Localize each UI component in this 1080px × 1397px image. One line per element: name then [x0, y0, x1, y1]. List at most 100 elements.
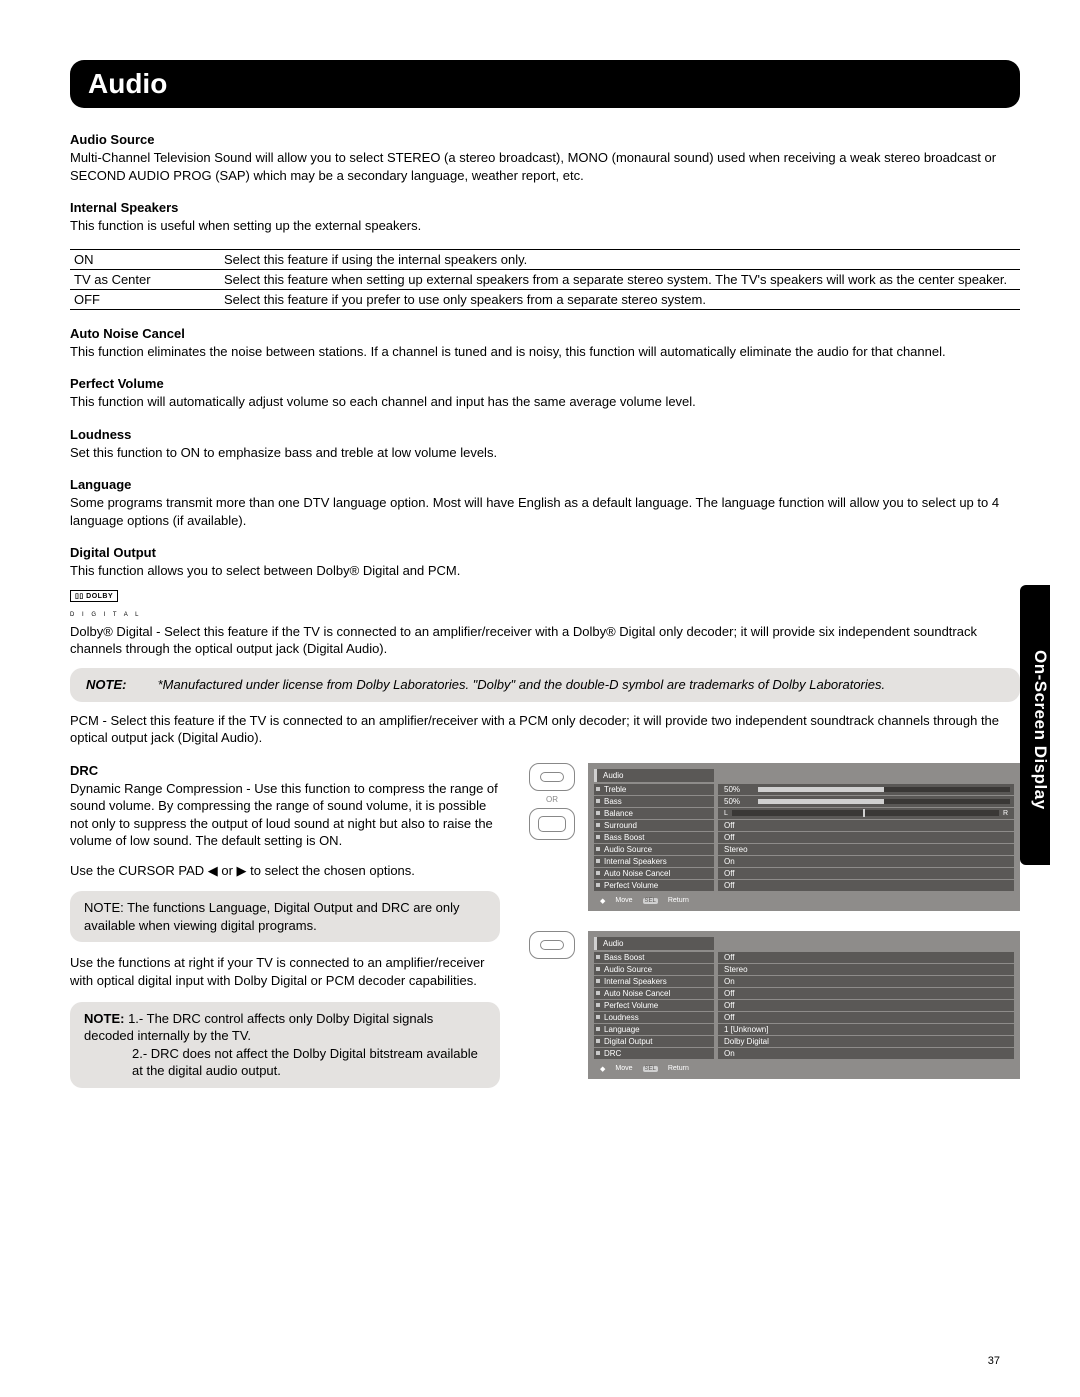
dolby-note-box: NOTE: *Manufactured under license from D…: [70, 668, 1020, 702]
section-body-perfect-volume: This function will automatically adjust …: [70, 393, 1020, 411]
dolby-logo: ▯▯ DOLBY D I G I T A L: [70, 586, 1020, 619]
drc-right-col: OR Audio Treble50%Bass50%BalanceLRSurrou…: [524, 763, 1020, 1099]
osd-row-value: On: [718, 976, 1014, 987]
drc-left-col: DRC Dynamic Range Compression - Use this…: [70, 763, 500, 1100]
arrow-icon: ◆: [600, 1065, 605, 1073]
cell-tvc-desc: Select this feature when setting up exte…: [220, 269, 1020, 289]
osd-row: Bass Boost Off: [594, 952, 1014, 963]
table-row: ON Select this feature if using the inte…: [70, 249, 1020, 269]
osd-row: Audio SourceStereo: [594, 844, 1014, 855]
osd-row-value: On: [718, 1048, 1014, 1059]
osd-row-value: Stereo: [718, 844, 1014, 855]
note-text: *Manufactured under license from Dolby L…: [158, 676, 1002, 694]
section-body-digital-output: This function allows you to select betwe…: [70, 562, 1020, 580]
osd-row-label: Perfect Volume: [594, 880, 714, 891]
table-row: TV as Center Select this feature when se…: [70, 269, 1020, 289]
osd1-move: Move: [615, 897, 632, 904]
osd-row-label: Audio Source: [594, 964, 714, 975]
osd-row-value: Off: [718, 952, 1014, 963]
osd-row-label: Bass Boost: [594, 952, 714, 963]
osd-row-value: Off: [718, 832, 1014, 843]
osd-row-value: Off: [718, 820, 1014, 831]
side-tab: On-Screen Display: [1020, 585, 1050, 865]
osd-row-label: Language: [594, 1024, 714, 1035]
section-body-loudness: Set this function to ON to emphasize bas…: [70, 444, 1020, 462]
osd-row-value: Off: [718, 868, 1014, 879]
section-body-internal-speakers: This function is useful when setting up …: [70, 217, 1020, 235]
osd-row: Balance LR: [594, 808, 1014, 819]
pcm-desc: PCM - Select this feature if the TV is c…: [70, 712, 1020, 747]
osd-row-label: Internal Speakers: [594, 976, 714, 987]
osd2-footer: ◆ Move SEL Return: [594, 1065, 1014, 1073]
remote-icons-1: OR: [524, 763, 580, 911]
section-head-audio-source: Audio Source: [70, 132, 1020, 147]
osd2-title: Audio: [594, 937, 714, 950]
remote-pad-icon: [529, 808, 575, 840]
osd-row: DRC On: [594, 1048, 1014, 1059]
osd-row-value: Off: [718, 988, 1014, 999]
osd1-sel: SEL: [643, 898, 658, 904]
osd1-footer: ◆ Move SEL Return: [594, 897, 1014, 905]
osd-row-value: Dolby Digital: [718, 1036, 1014, 1047]
osd-row-label: Surround: [594, 820, 714, 831]
section-head-loudness: Loudness: [70, 427, 1020, 442]
osd-row-value: Off: [718, 1000, 1014, 1011]
osd-row: Internal Speakers On: [594, 856, 1014, 867]
osd-row: Bass50%: [594, 796, 1014, 807]
drc-cursor-instruction: Use the CURSOR PAD ◀ or ▶ to select the …: [70, 862, 500, 880]
drc-note-box-2: NOTE: 1.- The DRC control affects only D…: [70, 1002, 500, 1088]
osd-row: Bass Boost Off: [594, 832, 1014, 843]
osd-row-value: On: [718, 856, 1014, 867]
osd-row: Internal Speakers On: [594, 976, 1014, 987]
remote-updown-icon: [529, 763, 575, 791]
dolby-digital-desc: Dolby® Digital - Select this feature if …: [70, 623, 1020, 658]
osd-row-value: Stereo: [718, 964, 1014, 975]
osd-row-label: Loudness: [594, 1012, 714, 1023]
osd1-return: Return: [668, 897, 689, 904]
osd-row-label: Balance: [594, 808, 714, 819]
section-head-auto-noise: Auto Noise Cancel: [70, 326, 1020, 341]
section-head-digital-output: Digital Output: [70, 545, 1020, 560]
osd-row-label: Digital Output: [594, 1036, 714, 1047]
drc-note2-item2: 2.- DRC does not affect the Dolby Digita…: [84, 1045, 486, 1080]
section-head-language: Language: [70, 477, 1020, 492]
page-title: Audio: [88, 68, 167, 99]
osd-row: Surround Off: [594, 820, 1014, 831]
osd-row-value: 1 [Unknown]: [718, 1024, 1014, 1035]
page: Audio Audio Source Multi-Channel Televis…: [0, 0, 1080, 1140]
arrow-icon: ◆: [600, 897, 605, 905]
page-number: 37: [988, 1355, 1000, 1367]
osd-block-2: Audio Bass BoostOffAudio SourceStereoInt…: [524, 931, 1020, 1079]
osd-row: Loudness Off: [594, 1012, 1014, 1023]
remote-updown-icon: [529, 931, 575, 959]
cell-off-desc: Select this feature if you prefer to use…: [220, 289, 1020, 309]
drc-body: Dynamic Range Compression - Use this fun…: [70, 780, 500, 850]
osd-row: Language 1 [Unknown]: [594, 1024, 1014, 1035]
osd-row-label: Auto Noise Cancel: [594, 988, 714, 999]
cell-off-label: OFF: [70, 289, 220, 309]
cell-on-desc: Select this feature if using the interna…: [220, 249, 1020, 269]
remote-icons-2: [524, 931, 580, 1079]
osd-row: Digital Output Dolby Digital: [594, 1036, 1014, 1047]
osd-row-value: Off: [718, 1012, 1014, 1023]
osd-block-1: OR Audio Treble50%Bass50%BalanceLRSurrou…: [524, 763, 1020, 911]
osd-menu-2: Audio Bass BoostOffAudio SourceStereoInt…: [588, 931, 1020, 1079]
section-body-audio-source: Multi-Channel Television Sound will allo…: [70, 149, 1020, 184]
osd-row-label: Bass: [594, 796, 714, 807]
osd-row-label: Perfect Volume: [594, 1000, 714, 1011]
osd-row-label: Bass Boost: [594, 832, 714, 843]
section-head-drc: DRC: [70, 763, 500, 778]
page-title-bar: Audio: [70, 60, 1020, 108]
osd-row-label: DRC: [594, 1048, 714, 1059]
osd-row-value: Off: [718, 880, 1014, 891]
osd2-return: Return: [668, 1065, 689, 1072]
section-head-perfect-volume: Perfect Volume: [70, 376, 1020, 391]
or-label: OR: [546, 795, 558, 804]
cell-tvc-label: TV as Center: [70, 269, 220, 289]
drc-note2-item1: 1.- The DRC control affects only Dolby D…: [84, 1011, 433, 1044]
osd-row: Auto Noise CancelOff: [594, 868, 1014, 879]
drc-two-col: DRC Dynamic Range Compression - Use this…: [70, 763, 1020, 1100]
drc-note2-label: NOTE:: [84, 1011, 124, 1026]
osd-row-value: LR: [718, 808, 1014, 819]
osd-row-label: Internal Speakers: [594, 856, 714, 867]
